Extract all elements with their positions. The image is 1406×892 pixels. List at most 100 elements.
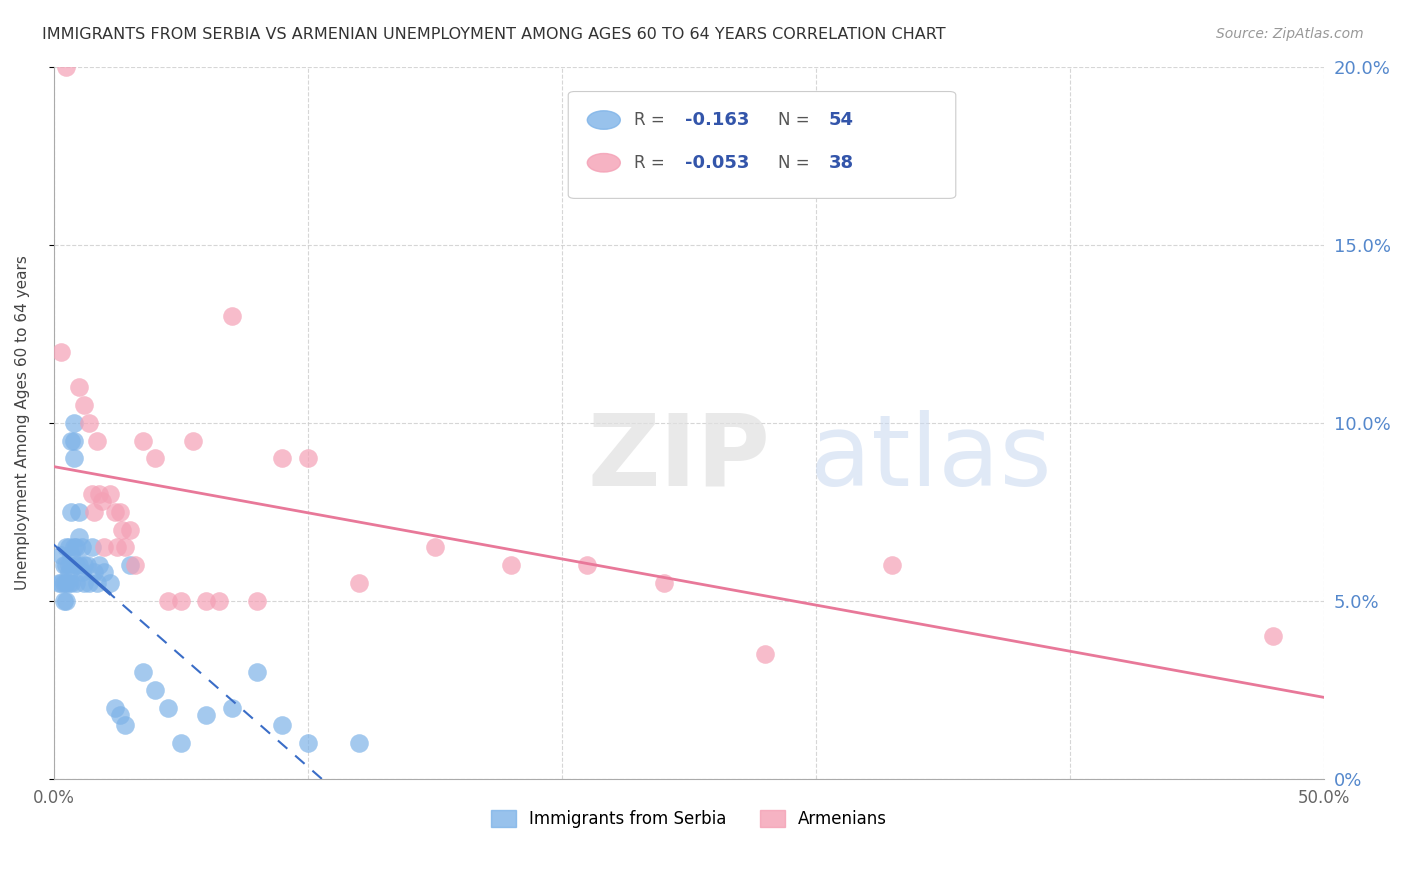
Point	[77, 576, 100, 591]
Point	[90, 494, 112, 508]
Point	[52, 576, 75, 591]
Point	[63, 451, 86, 466]
Point	[104, 700, 127, 714]
Legend: Immigrants from Serbia, Armenians: Immigrants from Serbia, Armenians	[484, 803, 894, 835]
Point	[67, 558, 90, 573]
Point	[58, 558, 80, 573]
Point	[221, 700, 243, 714]
Point	[118, 523, 141, 537]
Point	[60, 576, 83, 591]
Point	[297, 451, 319, 466]
Text: R =: R =	[634, 153, 671, 172]
Point	[195, 594, 218, 608]
Point	[55, 594, 77, 608]
Text: Source: ZipAtlas.com: Source: ZipAtlas.com	[1216, 27, 1364, 41]
Point	[70, 541, 93, 555]
Point	[114, 718, 136, 732]
Point	[73, 398, 96, 412]
Point	[86, 434, 108, 448]
Point	[347, 576, 370, 591]
Point	[98, 487, 121, 501]
Text: N =: N =	[778, 153, 814, 172]
Point	[246, 594, 269, 608]
Point	[73, 576, 96, 591]
Y-axis label: Unemployment Among Ages 60 to 64 years: Unemployment Among Ages 60 to 64 years	[15, 255, 30, 591]
Point	[80, 487, 103, 501]
Point	[143, 682, 166, 697]
Point	[51, 576, 73, 591]
Point	[55, 558, 77, 573]
Point	[104, 505, 127, 519]
Point	[89, 558, 111, 573]
Point	[143, 451, 166, 466]
Point	[754, 647, 776, 661]
Point	[499, 558, 522, 573]
Point	[86, 576, 108, 591]
Point	[271, 718, 294, 732]
Point	[63, 434, 86, 448]
FancyBboxPatch shape	[568, 92, 956, 198]
Point	[114, 541, 136, 555]
Text: atlas: atlas	[810, 410, 1052, 507]
Point	[882, 558, 904, 573]
Point	[48, 576, 70, 591]
Text: IMMIGRANTS FROM SERBIA VS ARMENIAN UNEMPLOYMENT AMONG AGES 60 TO 64 YEARS CORREL: IMMIGRANTS FROM SERBIA VS ARMENIAN UNEMP…	[42, 27, 946, 42]
Point	[55, 576, 77, 591]
Point	[170, 594, 193, 608]
Point	[297, 736, 319, 750]
Point	[58, 566, 80, 580]
Circle shape	[588, 153, 620, 172]
Point	[52, 558, 75, 573]
Point	[652, 576, 675, 591]
Point	[60, 548, 83, 562]
Point	[55, 541, 77, 555]
Point	[63, 541, 86, 555]
Point	[131, 665, 153, 679]
Point	[60, 434, 83, 448]
Text: 54: 54	[828, 111, 853, 129]
Point	[83, 505, 105, 519]
Point	[118, 558, 141, 573]
Point	[67, 380, 90, 394]
Text: -0.163: -0.163	[685, 111, 749, 129]
Point	[221, 309, 243, 323]
Point	[67, 530, 90, 544]
Point	[131, 434, 153, 448]
Point	[124, 558, 146, 573]
Point	[195, 707, 218, 722]
Point	[93, 566, 115, 580]
Text: -0.053: -0.053	[685, 153, 749, 172]
Point	[246, 665, 269, 679]
Point	[60, 505, 83, 519]
Point	[70, 566, 93, 580]
Point	[83, 566, 105, 580]
Point	[108, 505, 131, 519]
Text: ZIP: ZIP	[588, 410, 770, 507]
Point	[93, 541, 115, 555]
Point	[98, 576, 121, 591]
Point	[65, 541, 87, 555]
Point	[208, 594, 231, 608]
Point	[105, 541, 128, 555]
Point	[111, 523, 134, 537]
Point	[80, 541, 103, 555]
Point	[51, 548, 73, 562]
Point	[576, 558, 599, 573]
Point	[77, 416, 100, 430]
Point	[55, 60, 77, 74]
Point	[58, 576, 80, 591]
Point	[271, 451, 294, 466]
Point	[63, 416, 86, 430]
Text: N =: N =	[778, 111, 814, 129]
Point	[73, 558, 96, 573]
Point	[52, 594, 75, 608]
Point	[108, 707, 131, 722]
Text: R =: R =	[634, 111, 671, 129]
Point	[67, 505, 90, 519]
Point	[65, 558, 87, 573]
Point	[51, 344, 73, 359]
Point	[65, 576, 87, 591]
Point	[1263, 630, 1285, 644]
Point	[170, 736, 193, 750]
Point	[89, 487, 111, 501]
